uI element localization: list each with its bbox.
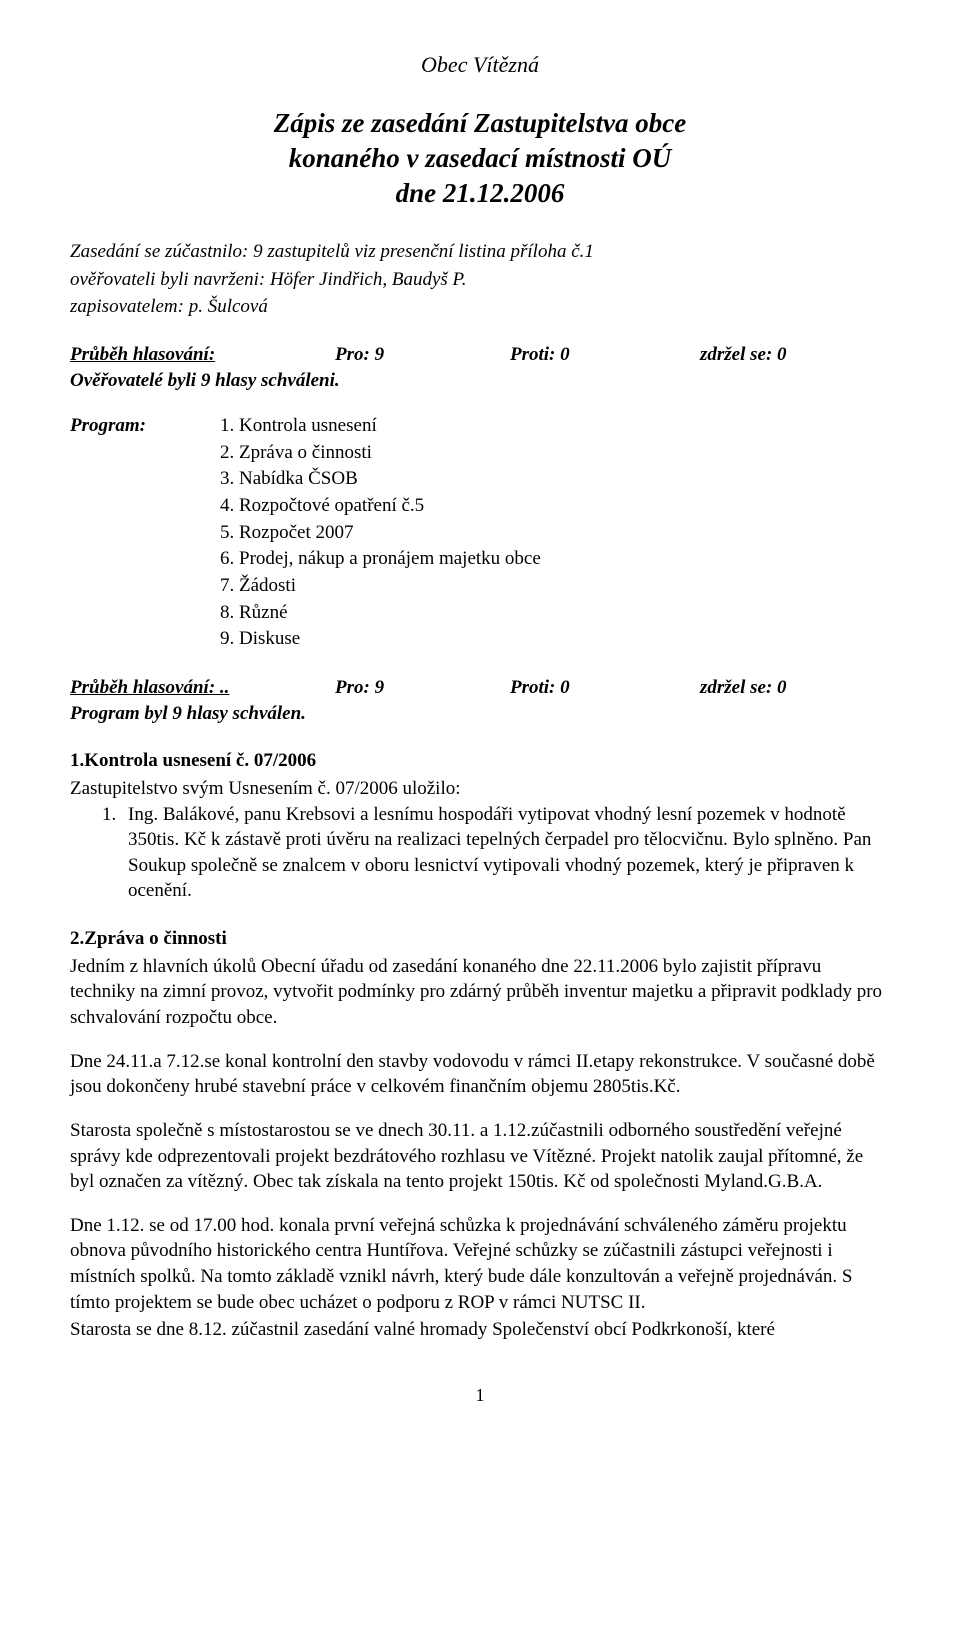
program-item-text: Zpráva o činnosti <box>239 442 372 463</box>
section-1-title: 1.Kontrola usnesení č. 07/2006 <box>70 748 890 774</box>
vote1-label: Průběh hlasování: <box>70 342 335 368</box>
vote1-zdrzel: zdržel se: 0 <box>700 342 787 368</box>
program-item: 1. Kontrola usnesení <box>220 413 890 439</box>
vote2-pro: Pro: 9 <box>335 675 510 701</box>
vote2-label: Průběh hlasování: .. <box>70 675 335 701</box>
page-number: 1 <box>70 1383 890 1407</box>
program-item: 9. Diskuse <box>220 626 890 652</box>
title-line-3: dne 21.12.2006 <box>70 176 890 211</box>
program-item-text: Rozpočet 2007 <box>239 522 354 543</box>
attendance-line-1: Zasedání se zúčastnilo: 9 zastupitelů vi… <box>70 239 890 265</box>
program-item: 3. Nabídka ČSOB <box>220 466 890 492</box>
vote1-pro: Pro: 9 <box>335 342 510 368</box>
vote2-proti: Proti: 0 <box>510 675 700 701</box>
vote2-zdrzel: zdržel se: 0 <box>700 675 787 701</box>
program-item: 6. Prodej, nákup a pronájem majetku obce <box>220 546 890 572</box>
attendance-label: Zasedání se zúčastnilo: <box>70 241 248 262</box>
section-1-intro: Zastupitelstvo svým Usnesením č. 07/2006… <box>70 776 890 802</box>
program-item: 8. Různé <box>220 600 890 626</box>
program-item-text: Žádosti <box>239 575 296 596</box>
section-1-item-num: 1. <box>102 802 128 905</box>
program-label: Program: <box>70 413 220 653</box>
title-line-1: Zápis ze zasedání Zastupitelstva obce <box>70 106 890 141</box>
section-2-p3: Starosta společně s místostarostou se ve… <box>70 1118 890 1195</box>
program-list: 1. Kontrola usnesení 2. Zpráva o činnost… <box>220 413 890 653</box>
vote1-proti: Proti: 0 <box>510 342 700 368</box>
vote1-result: Ověřovatelé byli 9 hlasy schváleni. <box>70 368 890 394</box>
attendance-line-3: zapisovatelem: p. Šulcová <box>70 294 890 320</box>
program-item: 5. Rozpočet 2007 <box>220 520 890 546</box>
section-2-p5: Starosta se dne 8.12. zúčastnil zasedání… <box>70 1317 890 1343</box>
title-line-2: konaného v zasedací místnosti OÚ <box>70 141 890 176</box>
section-2-title: 2.Zpráva o činnosti <box>70 926 890 952</box>
program-item: 4. Rozpočtové opatření č.5 <box>220 493 890 519</box>
section-2-p1: Jedním z hlavních úkolů Obecní úřadu od … <box>70 954 890 1031</box>
section-2-p2: Dne 24.11.a 7.12.se konal kontrolní den … <box>70 1049 890 1100</box>
municipality-name: Obec Vítězná <box>70 50 890 80</box>
program-item-text: Nabídka ČSOB <box>239 468 358 489</box>
program-item: 7. Žádosti <box>220 573 890 599</box>
program-item-text: Diskuse <box>239 628 300 649</box>
program-item-text: Prodej, nákup a pronájem majetku obce <box>239 548 541 569</box>
program-item-text: Kontrola usnesení <box>239 415 377 436</box>
attendance-line-2: ověřovateli byli navrženi: Höfer Jindřic… <box>70 267 890 293</box>
vote2-result: Program byl 9 hlasy schválen. <box>70 701 890 727</box>
program-item: 2. Zpráva o činnosti <box>220 440 890 466</box>
section-2-p4: Dne 1.12. se od 17.00 hod. konala první … <box>70 1213 890 1316</box>
section-1-item-text: Ing. Balákové, panu Krebsovi a lesnímu h… <box>128 802 890 905</box>
program-item-text: Rozpočtové opatření č.5 <box>239 495 424 516</box>
program-item-text: Různé <box>239 602 288 623</box>
attendance-value: 9 zastupitelů viz presenční listina příl… <box>248 241 594 262</box>
